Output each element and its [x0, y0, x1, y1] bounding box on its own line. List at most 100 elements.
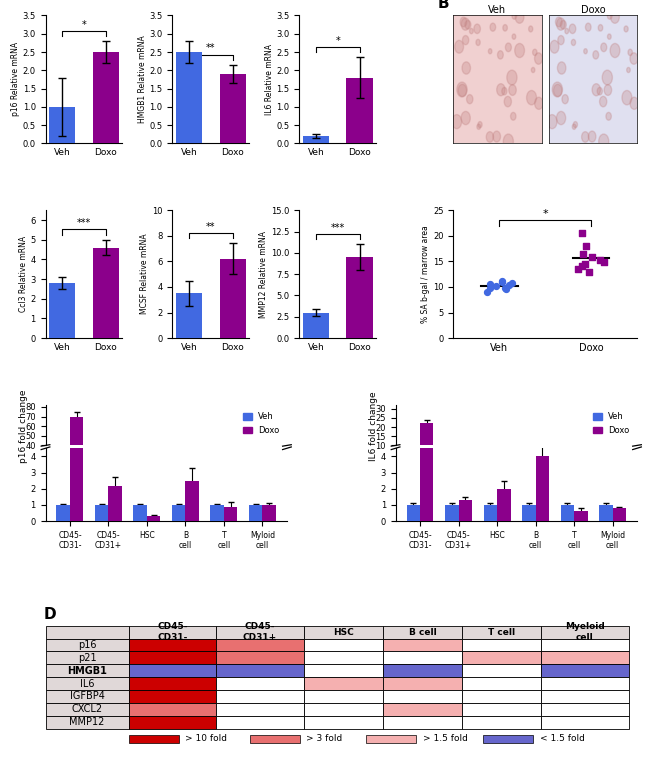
Y-axis label: Ccl3 Relative mRNA: Ccl3 Relative mRNA [19, 236, 28, 312]
Bar [129, 703, 216, 716]
Bar [95, 505, 109, 521]
Circle shape [604, 84, 612, 95]
Circle shape [497, 84, 505, 96]
Circle shape [584, 49, 588, 54]
Circle shape [488, 49, 492, 54]
Circle shape [469, 29, 473, 34]
Bar [216, 716, 304, 728]
Bar [211, 483, 224, 484]
Bar [46, 690, 129, 703]
Circle shape [602, 70, 612, 85]
Bar [458, 461, 472, 464]
Bar [46, 625, 129, 639]
Bar [109, 485, 122, 521]
Bar [46, 677, 129, 690]
Circle shape [599, 134, 609, 149]
Circle shape [461, 111, 471, 125]
Point [586, 251, 597, 263]
Bar [522, 462, 536, 464]
Circle shape [593, 51, 599, 59]
Bar [93, 52, 119, 143]
Bar [541, 664, 629, 677]
Bar [133, 505, 147, 521]
Bar [462, 664, 541, 677]
Circle shape [512, 12, 517, 19]
Text: < 1.5 fold: < 1.5 fold [540, 735, 584, 744]
Circle shape [510, 112, 516, 120]
Bar [458, 500, 472, 521]
Bar [383, 639, 462, 652]
Legend: Veh, Doxo: Veh, Doxo [590, 409, 633, 438]
Bar [420, 165, 434, 521]
Y-axis label: IL6 Relative mRNA: IL6 Relative mRNA [265, 44, 274, 115]
Circle shape [597, 87, 603, 95]
Circle shape [550, 40, 559, 53]
Point [580, 258, 590, 270]
Circle shape [526, 91, 536, 104]
Circle shape [493, 131, 500, 142]
Bar [304, 639, 383, 652]
Text: CXCL2: CXCL2 [72, 704, 103, 714]
Circle shape [457, 82, 467, 97]
Y-axis label: IL6 fold change: IL6 fold change [369, 392, 378, 461]
Point [491, 279, 501, 292]
Text: *: * [335, 36, 340, 46]
Bar [49, 283, 75, 338]
Bar [366, 735, 416, 743]
Text: IL6: IL6 [80, 679, 94, 689]
Circle shape [497, 51, 503, 59]
Bar [541, 652, 629, 664]
Bar [216, 625, 304, 639]
Bar [249, 505, 263, 521]
Point [482, 286, 492, 298]
Bar [216, 677, 304, 690]
Bar [220, 74, 246, 143]
Y-axis label: % SA b-gal / marrow area: % SA b-gal / marrow area [421, 225, 430, 323]
Text: CD45-
CD31+: CD45- CD31+ [243, 622, 277, 642]
Circle shape [512, 34, 515, 39]
Bar [462, 652, 541, 664]
Text: HSC: HSC [333, 628, 354, 637]
Bar [560, 505, 574, 521]
Bar [346, 257, 372, 338]
Bar [484, 505, 497, 521]
Bar [383, 716, 462, 728]
Bar [211, 505, 224, 521]
Bar [57, 483, 70, 484]
Bar [462, 703, 541, 716]
Bar [304, 664, 383, 677]
Text: **: ** [206, 222, 216, 232]
Circle shape [547, 115, 557, 128]
Text: *: * [81, 19, 86, 29]
Point [497, 275, 507, 287]
Text: > 3 fold: > 3 fold [306, 735, 343, 744]
Bar [109, 482, 122, 484]
Bar [250, 735, 300, 743]
Circle shape [571, 39, 576, 46]
Bar [70, 0, 83, 521]
Bar [216, 664, 304, 677]
Bar [483, 735, 533, 743]
Bar [346, 77, 372, 143]
Bar [49, 107, 75, 143]
Text: *: * [542, 209, 548, 219]
Point [500, 283, 510, 295]
Circle shape [610, 11, 619, 23]
Bar [129, 625, 216, 639]
Bar [249, 483, 263, 484]
Bar [304, 652, 383, 664]
Circle shape [556, 18, 565, 30]
Bar [462, 716, 541, 728]
Circle shape [478, 122, 482, 128]
Bar [224, 507, 237, 521]
Circle shape [601, 43, 606, 52]
Point [484, 278, 495, 290]
Bar [263, 505, 276, 521]
Circle shape [565, 29, 569, 34]
Text: CD45-
CD31-: CD45- CD31- [157, 622, 188, 642]
Y-axis label: MMP12 Relative mRNA: MMP12 Relative mRNA [259, 231, 268, 317]
Circle shape [515, 11, 524, 23]
Point [573, 263, 583, 276]
Point [506, 276, 517, 289]
Circle shape [506, 43, 512, 52]
